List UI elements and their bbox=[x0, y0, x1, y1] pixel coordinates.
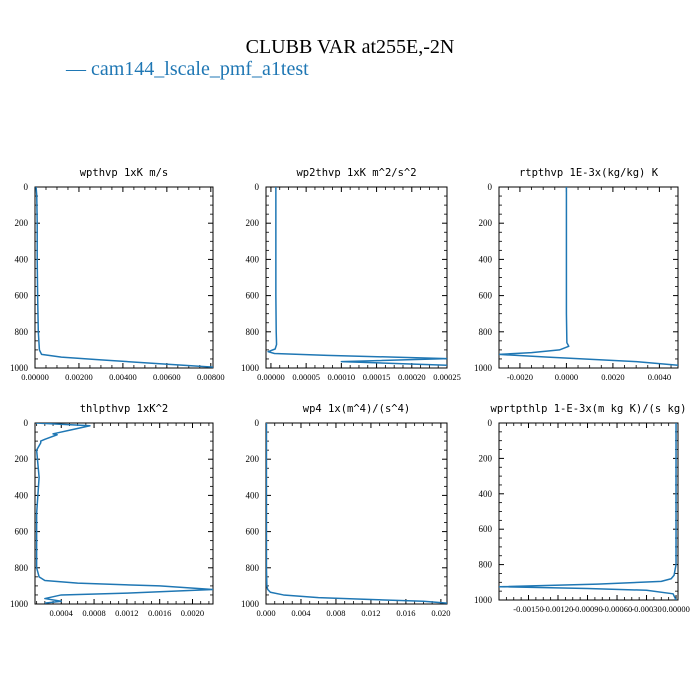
y-tick-label: 800 bbox=[246, 327, 260, 337]
y-tick-label: 200 bbox=[479, 453, 493, 463]
panel-4: thlpthvp 1xK^2 0 200 400 600 800 1000 0.0004 0.0… bbox=[10, 403, 214, 618]
y-tick-label: 800 bbox=[15, 563, 29, 573]
y-tick-label: 400 bbox=[246, 490, 260, 500]
y-tick-label: 400 bbox=[15, 254, 29, 264]
y-tick-label: 200 bbox=[246, 218, 260, 228]
panel-title: thlpthvp 1xK^2 bbox=[80, 403, 169, 415]
y-tick-label: 600 bbox=[246, 527, 260, 537]
y-tick-label: 1000 bbox=[474, 363, 493, 373]
y-tick-label: 200 bbox=[15, 218, 29, 228]
x-tick-label: 0.00015 bbox=[363, 372, 391, 382]
x-tick-label: -0.00030 bbox=[631, 604, 661, 614]
plot-frame bbox=[498, 186, 679, 369]
y-tick-label: 0 bbox=[255, 418, 260, 428]
plot-frame bbox=[265, 186, 448, 369]
x-tick-label: 0.00020 bbox=[398, 372, 426, 382]
y-tick-label: 400 bbox=[246, 254, 260, 264]
x-tick-label: 0.00200 bbox=[65, 372, 93, 382]
x-tick-label: 0.0012 bbox=[115, 608, 138, 618]
series-line bbox=[35, 423, 213, 604]
y-tick-label: 600 bbox=[15, 527, 29, 537]
x-tick-label: 0.00800 bbox=[197, 372, 225, 382]
y-tick-label: 1000 bbox=[474, 595, 493, 605]
x-tick-label: 0.00000 bbox=[257, 372, 285, 382]
figure-title: CLUBB VAR at255E,-2N bbox=[245, 36, 455, 58]
y-tick-label: 600 bbox=[15, 291, 29, 301]
y-tick-label: 1000 bbox=[241, 363, 260, 373]
x-tick-label: 0.0020 bbox=[181, 608, 204, 618]
x-tick-label: 0.00000 bbox=[21, 372, 49, 382]
x-tick-label: 0.0004 bbox=[50, 608, 74, 618]
y-tick-label: 200 bbox=[246, 454, 260, 464]
series-line bbox=[266, 423, 447, 604]
series-line bbox=[35, 187, 213, 368]
y-tick-label: 800 bbox=[246, 563, 260, 573]
panel-title: wpthvp 1xK m/s bbox=[80, 167, 169, 179]
y-tick-label: 600 bbox=[246, 291, 260, 301]
y-tick-label: 0 bbox=[488, 182, 493, 192]
y-tick-label: 400 bbox=[15, 490, 29, 500]
x-tick-label: 0.0020 bbox=[601, 372, 624, 382]
x-tick-label: -0.0020 bbox=[507, 372, 533, 382]
panel-title: wprtpthlp 1-E-3x(m kg K)/(s kg) bbox=[491, 403, 687, 415]
legend-line-glyph: — bbox=[66, 58, 91, 80]
series-line bbox=[499, 423, 677, 600]
x-tick-label: 0.0016 bbox=[148, 608, 171, 618]
plot-frame bbox=[265, 422, 448, 605]
panel-title: wp2thvp 1xK m^2/s^2 bbox=[296, 167, 416, 179]
panel-title: rtpthvp 1E-3x(kg/kg) K bbox=[519, 167, 659, 179]
legend-label: cam144_lscale_pmf_a1test bbox=[91, 58, 309, 80]
y-tick-label: 600 bbox=[479, 524, 493, 534]
x-tick-label: 0.0040 bbox=[648, 372, 671, 382]
panel-2: wp2thvp 1xK m^2/s^2020040060080010000.00… bbox=[241, 167, 461, 382]
x-tick-label: 0.012 bbox=[361, 608, 380, 618]
plot-frame bbox=[34, 186, 214, 369]
x-tick-label: 0.00005 bbox=[292, 372, 320, 382]
y-tick-label: 0 bbox=[488, 418, 493, 428]
plot-frame bbox=[34, 422, 214, 605]
series-line bbox=[267, 187, 447, 367]
x-tick-label: -0.00090 bbox=[572, 604, 602, 614]
x-tick-label: -0.00120 bbox=[543, 604, 573, 614]
y-tick-label: 0 bbox=[24, 182, 29, 192]
y-tick-label: 400 bbox=[479, 254, 493, 264]
x-tick-label: 0.0000 bbox=[555, 372, 578, 382]
x-tick-label: 0.004 bbox=[291, 608, 311, 618]
x-tick-label: -0.00060 bbox=[602, 604, 632, 614]
y-tick-label: 200 bbox=[15, 454, 29, 464]
x-tick-label: 0.0008 bbox=[82, 608, 105, 618]
x-tick-label: -0.00150 bbox=[513, 604, 543, 614]
y-tick-label: 0 bbox=[24, 418, 29, 428]
x-tick-label: 0.00000 bbox=[662, 604, 690, 614]
y-tick-label: 1000 bbox=[10, 599, 29, 609]
y-tick-label: 800 bbox=[479, 327, 493, 337]
y-tick-label: 800 bbox=[479, 560, 493, 570]
y-tick-label: 400 bbox=[479, 489, 493, 499]
plot-frame bbox=[498, 422, 679, 601]
y-tick-label: 1000 bbox=[10, 363, 29, 373]
legend: — cam144_lscale_pmf_a1test bbox=[66, 58, 309, 81]
x-tick-label: 0.00600 bbox=[153, 372, 181, 382]
y-tick-label: 1000 bbox=[241, 599, 260, 609]
x-tick-label: 0.00025 bbox=[433, 372, 461, 382]
panel-title: wp4 1x(m^4)/(s^4) bbox=[303, 403, 410, 415]
y-tick-label: 0 bbox=[255, 182, 260, 192]
x-tick-label: 0.008 bbox=[326, 608, 345, 618]
series-line bbox=[499, 187, 678, 367]
panel-6: wprtpthlp 1-E-3x(m kg K)/(s kg) 0 200 400 60… bbox=[474, 403, 690, 614]
y-tick-label: 800 bbox=[15, 327, 29, 337]
x-tick-label: 0.016 bbox=[396, 608, 415, 618]
y-tick-label: 200 bbox=[479, 218, 493, 228]
x-tick-label: 0.00400 bbox=[109, 372, 137, 382]
x-tick-label: 0.00010 bbox=[328, 372, 356, 382]
panel-3: rtpthvp 1E-3x(kg/kg) K 0 200 400 600 800 1000 -… bbox=[474, 167, 679, 382]
y-tick-label: 600 bbox=[479, 291, 493, 301]
x-tick-label: 0.020 bbox=[431, 608, 450, 618]
x-tick-label: 0.000 bbox=[256, 608, 275, 618]
